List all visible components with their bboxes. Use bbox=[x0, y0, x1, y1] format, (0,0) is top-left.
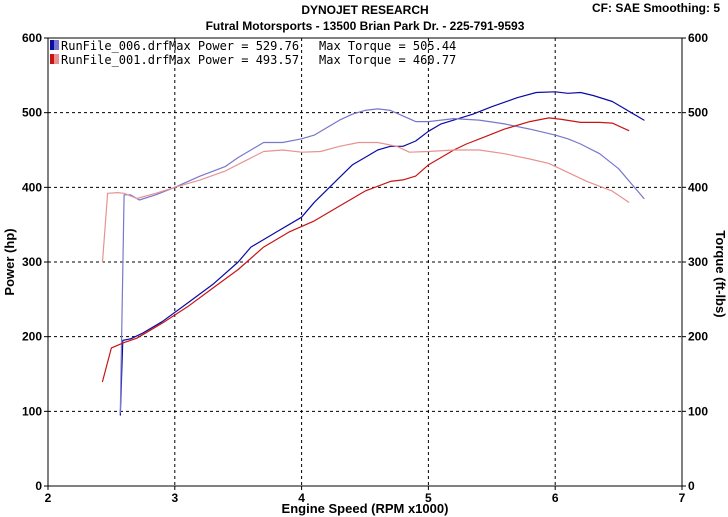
legend-swatch-torque-001 bbox=[54, 54, 59, 64]
legend-file-006: RunFile_006.drf bbox=[61, 39, 169, 53]
legend: RunFile_006.drf Max Power = 529.76 Max T… bbox=[50, 39, 456, 67]
x-tick-label: 4 bbox=[298, 491, 305, 505]
legend-max-power-001: Max Power = 493.57 bbox=[169, 53, 299, 67]
legend-swatch-power-001 bbox=[50, 54, 55, 64]
y-right-tick-label: 500 bbox=[688, 106, 708, 120]
legend-entry-run-001: RunFile_001.drf Max Power = 493.57 Max T… bbox=[50, 53, 456, 67]
chart-settings: CF: SAE Smoothing: 5 bbox=[592, 1, 720, 15]
grid-lines bbox=[48, 38, 682, 486]
legend-swatch-torque-006 bbox=[54, 40, 59, 50]
y-right-tick-label: 200 bbox=[688, 330, 708, 344]
y-left-tick-label: 500 bbox=[22, 106, 42, 120]
x-axis-title: Engine Speed (RPM x1000) bbox=[282, 501, 449, 516]
legend-entry-run-006: RunFile_006.drf Max Power = 529.76 Max T… bbox=[50, 39, 456, 53]
legend-swatch-power-006 bbox=[50, 40, 55, 50]
y-left-tick-label: 100 bbox=[22, 404, 42, 418]
legend-max-torque-006: Max Torque = 505.44 bbox=[319, 39, 456, 53]
chart-title: DYNOJET RESEARCH bbox=[301, 3, 428, 17]
x-tick-label: 2 bbox=[45, 491, 52, 505]
y-right-tick-label: 300 bbox=[688, 255, 708, 269]
y-left-tick-label: 0 bbox=[35, 479, 42, 493]
x-tick-label: 5 bbox=[425, 491, 432, 505]
y-right-tick-label: 400 bbox=[688, 180, 708, 194]
y-axis-left-title: Power (hp) bbox=[2, 228, 17, 295]
y-axis-right-title: Torque (ft-lbs) bbox=[713, 230, 728, 317]
y-right-tick-label: 0 bbox=[688, 479, 695, 493]
x-tick-label: 3 bbox=[171, 491, 178, 505]
y-left-tick-label: 200 bbox=[22, 330, 42, 344]
plot-area bbox=[47, 37, 683, 487]
y-left-tick-label: 600 bbox=[22, 31, 42, 45]
y-right-tick-label: 100 bbox=[688, 404, 708, 418]
torque-curve-run-006 bbox=[119, 108, 645, 414]
chart-subtitle: Futral Motorsports - 13500 Brian Park Dr… bbox=[206, 19, 525, 33]
legend-max-torque-001: Max Torque = 460.77 bbox=[319, 53, 456, 67]
legend-max-power-006: Max Power = 529.76 bbox=[169, 39, 299, 53]
x-tick-label: 7 bbox=[679, 491, 686, 505]
legend-file-001: RunFile_001.drf bbox=[61, 53, 169, 67]
torque-curve-run-001 bbox=[101, 141, 630, 263]
data-series bbox=[101, 91, 645, 416]
y-left-tick-label: 300 bbox=[22, 255, 42, 269]
y-right-tick-label: 600 bbox=[688, 31, 708, 45]
x-tick-label: 6 bbox=[552, 491, 559, 505]
power-curve-run-001 bbox=[101, 117, 630, 383]
y-left-tick-label: 400 bbox=[22, 180, 42, 194]
